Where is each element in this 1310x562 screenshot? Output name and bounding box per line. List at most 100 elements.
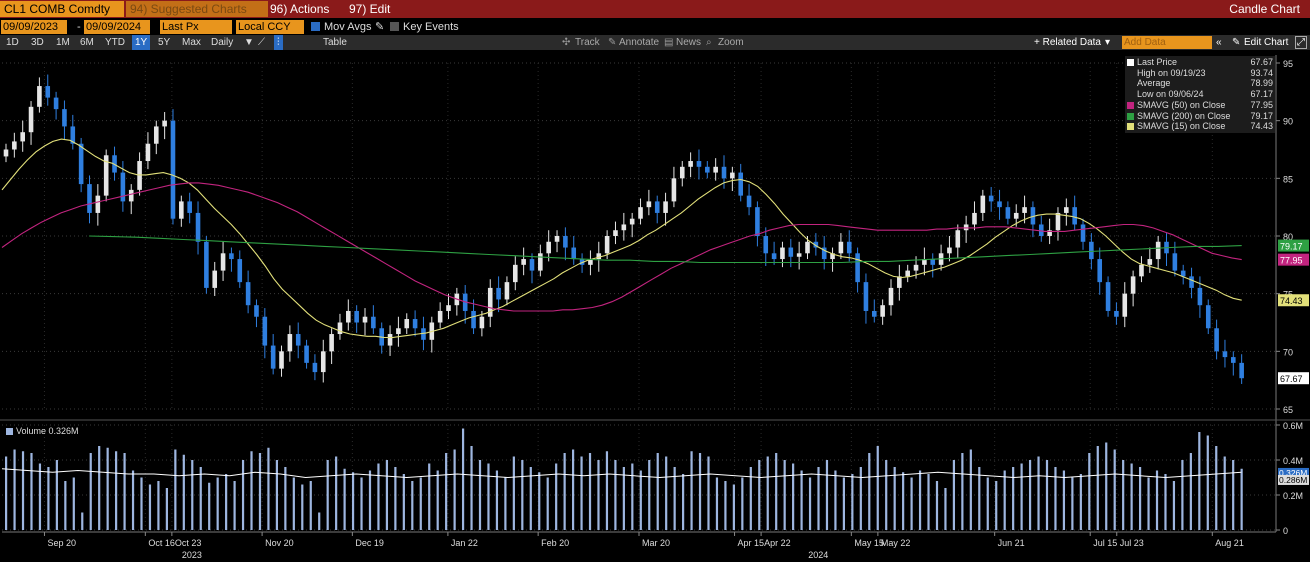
line-chart-icon[interactable]: ⟋ [258,37,265,48]
volume-bar [1181,460,1184,530]
volume-bar [1122,460,1125,530]
volume-bar [1020,463,1023,530]
track-icon[interactable]: ✣ [562,37,571,48]
volume-bar [927,474,930,530]
pencil-icon[interactable]: ✎ [375,21,385,33]
volume-bar [1003,470,1006,530]
volume-bar [55,460,58,530]
candle-body [905,270,910,277]
volume-bar [775,453,778,530]
period-1y[interactable]: 1Y [132,35,151,50]
period-1m[interactable]: 1M [56,37,70,48]
period-3d[interactable]: 3D [31,37,44,48]
volume-bar [707,456,710,530]
edit-chart-button[interactable]: Edit Chart [1244,37,1289,48]
volume-bar [631,463,634,530]
volume-bar [199,467,202,530]
volume-bar [521,460,524,530]
volume-bar [445,453,448,530]
collapse-icon[interactable]: « [1216,37,1222,48]
candle-body [646,201,652,208]
candle-body [53,97,59,110]
news-button[interactable]: News [676,37,702,48]
legend-value: 74.43 [1250,121,1273,132]
annotate-button[interactable]: Annotate [619,37,660,48]
volume-bar [1147,477,1150,530]
volume-bar [952,460,956,530]
volume-bar [368,470,372,530]
legend-label: Average [1137,78,1171,89]
volume-bar [986,477,989,530]
volume-bar [944,488,947,530]
period-max[interactable]: Max [182,37,201,48]
candle-body [796,253,802,257]
currency-select[interactable]: Local CCY [236,20,304,34]
actions-menu[interactable]: 96) Actions [270,2,330,16]
track-button[interactable]: Track [575,37,600,48]
start-date-field[interactable]: 09/09/2023 [1,20,67,34]
volume-legend: Volume 0.326M [6,426,79,436]
candle-body [237,259,243,283]
expand-icon[interactable]: ⤢ [1295,36,1307,49]
field-select[interactable]: Last Px [160,20,232,34]
edit-menu[interactable]: 97) Edit [349,2,391,16]
period-ytd[interactable]: YTD [105,37,125,48]
dropdown-arrow-icon[interactable]: ▼ [244,37,254,48]
ticker-field[interactable]: CL1 COMB Comdty [0,1,124,17]
table-button[interactable]: Table [323,37,347,48]
volume-bar [30,453,33,530]
edit-chart-icon[interactable]: ✎ [1232,37,1241,48]
add-data-input[interactable]: Add Data [1122,36,1212,49]
volume-bar [995,481,998,530]
candle-body [1022,207,1027,213]
volume-bar [1130,463,1133,530]
volume-bar [419,477,422,530]
related-data-dropdown-icon[interactable]: ▾ [1105,37,1111,48]
end-date-field[interactable]: 09/09/2024 [84,20,150,34]
candle-body [888,287,894,306]
zoom-button[interactable]: Zoom [718,37,744,48]
volume-bar [1079,474,1082,530]
candle-body [212,270,218,288]
annotate-icon[interactable]: ✎ [608,37,617,48]
volume-value-tag [1278,474,1309,485]
related-data-button[interactable]: + Related Data [1034,37,1101,48]
candle-body [855,253,860,283]
value-tag-box [1278,253,1309,266]
time-tick-label: Oct 16 [148,538,175,548]
candle-body [95,195,101,213]
key-events-checkbox[interactable] [390,22,399,31]
period-1d[interactable]: 1D [6,37,19,48]
candle-body [980,195,986,213]
volume-bar [893,467,896,530]
period-5y[interactable]: 5Y [158,37,171,48]
legend-low: Low on 09/06/24 67.17 [1127,89,1273,100]
time-tick-label: Jul 15 [1093,538,1117,548]
candle-icon[interactable]: ⫶ [274,35,283,50]
candle-body [780,247,785,260]
suggested-charts-button[interactable]: 94) Suggested Charts [126,1,268,17]
candle-body [120,172,126,202]
candle-body [538,253,543,271]
legend-value: 77.95 [1250,99,1273,110]
candle-body [871,310,877,317]
volume-bar [1012,467,1015,530]
candle-body [37,86,42,107]
frequency-select[interactable]: Daily [211,37,234,48]
volume-bar [148,484,152,530]
candle-body [1214,328,1219,352]
mov-avgs-checkbox[interactable] [311,22,320,31]
candle-chart[interactable]: 6570758085909500.2M0.4M0.6M79.1777.9574.… [0,50,1310,562]
zoom-icon[interactable]: ⌕ [706,37,712,48]
news-icon[interactable]: ▤ [664,37,674,48]
volume-bar [741,477,744,530]
candle-body [663,201,668,213]
volume-bar [969,449,972,530]
low-marker-icon [1127,91,1134,98]
candle-body [1005,207,1011,219]
volume-tick-label: 0.6M [1283,421,1303,431]
candle-body [229,253,234,260]
candle-body [195,212,201,242]
volume-bar [1138,467,1142,530]
period-6m[interactable]: 6M [80,37,94,48]
